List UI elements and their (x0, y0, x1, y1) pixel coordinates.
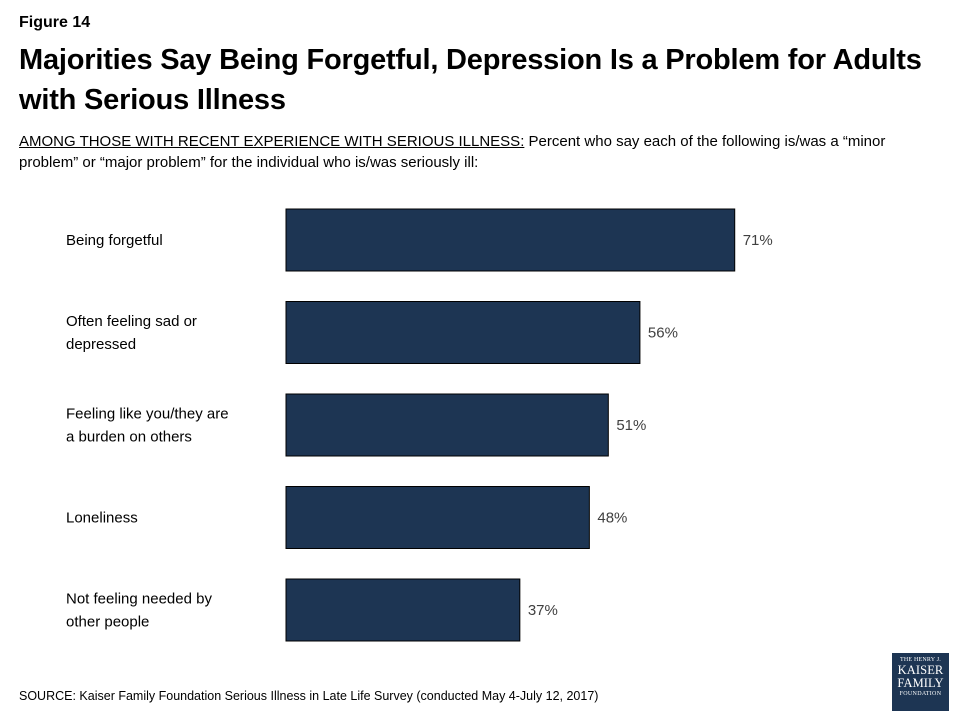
category-label-1: Often feeling sad or depressed (66, 313, 197, 353)
category-label-line: Feeling like you/they are (66, 406, 229, 423)
value-label-0: 71% (743, 232, 773, 249)
subtitle-lead: AMONG THOSE WITH RECENT EXPERIENCE WITH … (19, 133, 525, 150)
bar-3 (285, 486, 590, 549)
category-label-line: Often feeling sad or (66, 313, 197, 330)
value-label-4: 37% (528, 602, 558, 619)
value-label-3: 48% (597, 510, 627, 527)
logo-line-3: FAMILY (897, 676, 944, 690)
bar-1 (285, 301, 641, 364)
kff-logo: THE HENRY J. KAISER FAMILY FOUNDATION (892, 653, 949, 711)
bar-0 (285, 208, 736, 272)
figure-label: Figure 14 (19, 14, 91, 31)
logo-line-1: THE HENRY J. (899, 657, 941, 663)
category-label-line: Loneliness (66, 510, 138, 527)
value-label-2: 51% (616, 417, 646, 434)
category-label-2: Feeling like you/they are a burden on oth… (66, 406, 229, 446)
category-label-line: Not feeling needed by (66, 591, 212, 608)
category-label-0: Being forgetful (66, 232, 163, 249)
category-label-4: Not feeling needed by other people (66, 591, 212, 631)
logo-line-2: KAISER (897, 663, 944, 677)
category-label-3: Loneliness (66, 510, 138, 527)
bar-4 (285, 578, 521, 642)
subtitle-rest: Percent who say each of the following is… (19, 133, 886, 171)
bar-2 (285, 393, 609, 457)
chart-title: Majorities Say Being Forgetful, Depressi… (19, 44, 922, 116)
category-label-line: other people (66, 614, 149, 631)
bar-chart: 71% Being forgetful 56% Often feeling sad o… (66, 208, 773, 642)
value-label-1: 56% (648, 325, 678, 342)
source-note: SOURCE: Kaiser Family Foundation Serious… (19, 689, 599, 703)
category-label-line: Being forgetful (66, 232, 163, 249)
logo-line-4: FOUNDATION (899, 691, 942, 697)
chart-subtitle: AMONG THOSE WITH RECENT EXPERIENCE WITH … (19, 131, 919, 173)
category-label-line: a burden on others (66, 429, 192, 446)
category-label-line: depressed (66, 336, 136, 353)
